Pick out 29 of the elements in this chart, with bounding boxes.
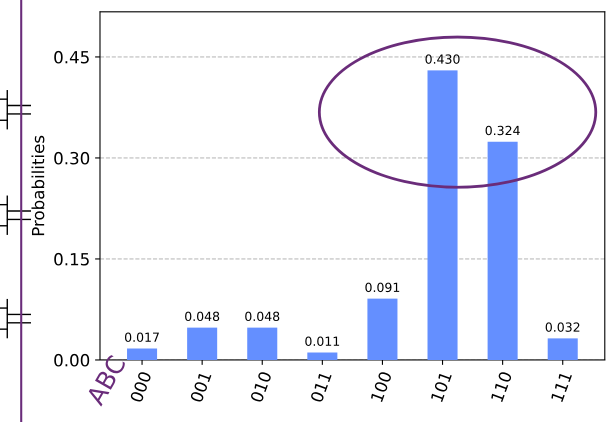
bar bbox=[187, 328, 218, 360]
x-tick-label: 001 bbox=[190, 371, 212, 403]
data-label: 0.324 bbox=[486, 126, 520, 136]
data-label: 0.091 bbox=[365, 282, 400, 292]
x-tick-label: 100 bbox=[370, 370, 392, 402]
data-label: 0.011 bbox=[305, 336, 340, 346]
x-tick-label: 110 bbox=[490, 370, 512, 402]
bar bbox=[247, 328, 278, 360]
x-tick-label: 000 bbox=[130, 370, 152, 403]
data-label: 0.430 bbox=[425, 54, 460, 64]
bar bbox=[307, 352, 338, 360]
y-axis-title: Probabilities bbox=[31, 136, 44, 236]
data-label: 0.048 bbox=[245, 312, 280, 322]
y-tick-label: 0.45 bbox=[54, 50, 89, 64]
data-label: 0.048 bbox=[185, 312, 220, 322]
bar bbox=[127, 348, 158, 360]
bar bbox=[548, 338, 578, 360]
x-tick-label: 111 bbox=[550, 371, 572, 402]
bar bbox=[428, 70, 458, 360]
x-tick-label: 011 bbox=[310, 371, 332, 403]
x-tick-label: 101 bbox=[430, 371, 452, 402]
data-label: 0.032 bbox=[546, 322, 580, 332]
data-label: 0.017 bbox=[124, 332, 159, 342]
y-tick-label: 0.30 bbox=[54, 152, 90, 165]
bar bbox=[488, 142, 518, 360]
y-tick-label: 0.15 bbox=[54, 252, 89, 266]
x-tick-label: 010 bbox=[250, 370, 272, 403]
bar bbox=[367, 298, 398, 360]
y-tick-label: 0.00 bbox=[54, 354, 90, 367]
